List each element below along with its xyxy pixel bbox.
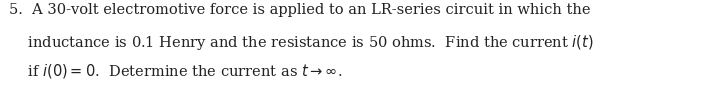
Text: 5.  A 30-volt electromotive force is applied to an LR-series circuit in which th: 5. A 30-volt electromotive force is appl… <box>9 3 590 17</box>
Text: inductance is 0.1 Henry and the resistance is 50 ohms.  Find the current $i(t)$: inductance is 0.1 Henry and the resistan… <box>9 33 594 52</box>
Text: if $i(0) = 0$.  Determine the current as $t \rightarrow \infty$.: if $i(0) = 0$. Determine the current as … <box>9 62 342 81</box>
